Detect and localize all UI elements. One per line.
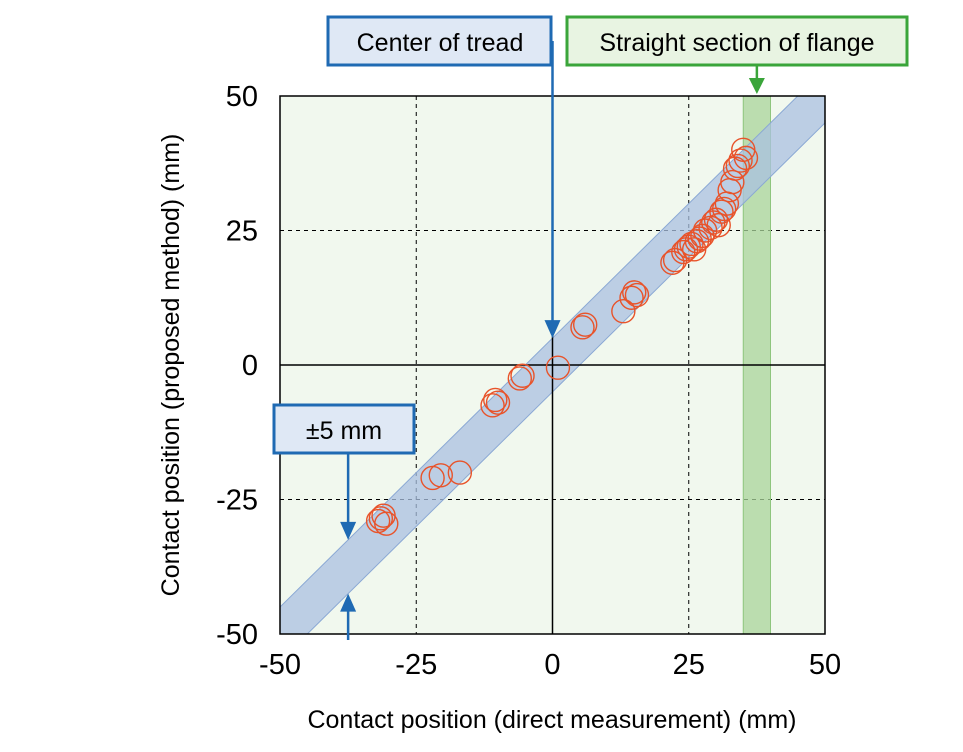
callout-label: Center of tread xyxy=(357,29,524,57)
data-point xyxy=(573,312,598,337)
data-point xyxy=(374,511,399,536)
callout-box xyxy=(272,403,416,455)
x-tick-label: 25 xyxy=(673,649,705,681)
callout-center-of-tread: Center of tread xyxy=(326,15,561,339)
data-point xyxy=(733,145,759,171)
data-point xyxy=(725,153,750,179)
x-tick-label: -25 xyxy=(395,649,437,681)
data-point xyxy=(507,366,532,391)
callout-tolerance: ±5 mm xyxy=(272,403,416,640)
data-point xyxy=(720,169,745,195)
y-tick-label: 25 xyxy=(226,216,258,248)
data-point xyxy=(485,390,511,415)
data-point xyxy=(368,506,394,531)
data-point xyxy=(510,363,535,388)
data-point xyxy=(709,199,734,224)
x-axis-title: Contact position (direct measurement) (m… xyxy=(307,706,796,734)
y-tick-labels: 50 25 0 -25 -50 xyxy=(216,81,258,651)
x-tick-labels: -50 -25 0 25 50 xyxy=(259,649,841,681)
data-point xyxy=(447,460,473,485)
data-point xyxy=(570,315,595,340)
data-point xyxy=(428,463,453,488)
y-axis-title: Contact position (proposed method) (mm) xyxy=(157,134,185,597)
data-point xyxy=(624,282,650,308)
callout-box xyxy=(565,15,909,67)
y-tick-label: 50 xyxy=(226,81,258,113)
data-point xyxy=(480,393,505,418)
data-point xyxy=(711,196,737,222)
arrow-head-down xyxy=(340,521,357,540)
x-tick-label: 50 xyxy=(809,649,841,681)
data-point xyxy=(483,387,508,413)
arrow-head-up xyxy=(340,593,357,612)
data-point xyxy=(706,212,731,238)
callout-straight-section: Straight section of flange xyxy=(565,15,909,94)
callout-label: ±5 mm xyxy=(306,417,382,445)
callout-label: Straight section of flange xyxy=(599,29,874,57)
arrow-head-down xyxy=(544,320,561,339)
annotations: Center of tread Straight section of flang… xyxy=(272,15,909,640)
arrow-head-down xyxy=(748,78,765,94)
x-tick-label: 0 xyxy=(544,649,560,681)
y-tick-label: -50 xyxy=(216,619,258,651)
y-tick-label: 0 xyxy=(242,350,258,382)
data-point xyxy=(545,355,571,380)
data-point xyxy=(611,299,636,324)
y-tick-label: -25 xyxy=(216,485,258,517)
data-points xyxy=(365,137,759,536)
x-tick-label: -50 xyxy=(259,649,301,681)
data-point xyxy=(728,148,753,173)
data-point xyxy=(619,285,644,310)
data-point xyxy=(622,280,647,305)
